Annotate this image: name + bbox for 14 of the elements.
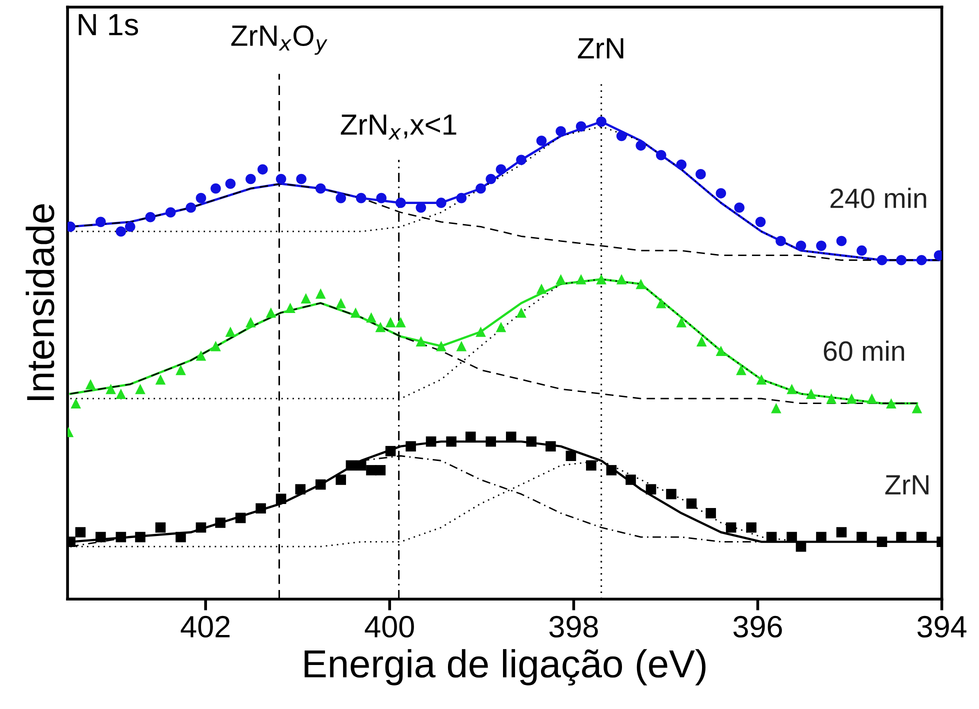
x-tick-label: 398 [549, 616, 598, 638]
x-tick-label: 396 [733, 616, 782, 638]
ref-line-label: ZrN$_{x}$O$_{y}$ [231, 25, 328, 55]
ref-line-label: ZrN$_{x}$,x<1 [340, 114, 456, 140]
x-tick-label: 402 [180, 616, 230, 638]
series-label: ZrN [885, 475, 928, 494]
x-axis-title: Energia de ligação (eV) [304, 649, 706, 686]
y-axis-title: Intensidade [26, 204, 54, 400]
text: N 1s [78, 14, 138, 36]
ref-line-label: ZrN [578, 38, 624, 58]
series-label: 60 min [824, 340, 904, 361]
series-label: 240 min [830, 188, 926, 208]
x-tick-label: 400 [364, 616, 414, 638]
x-tick-label: 394 [917, 616, 966, 638]
